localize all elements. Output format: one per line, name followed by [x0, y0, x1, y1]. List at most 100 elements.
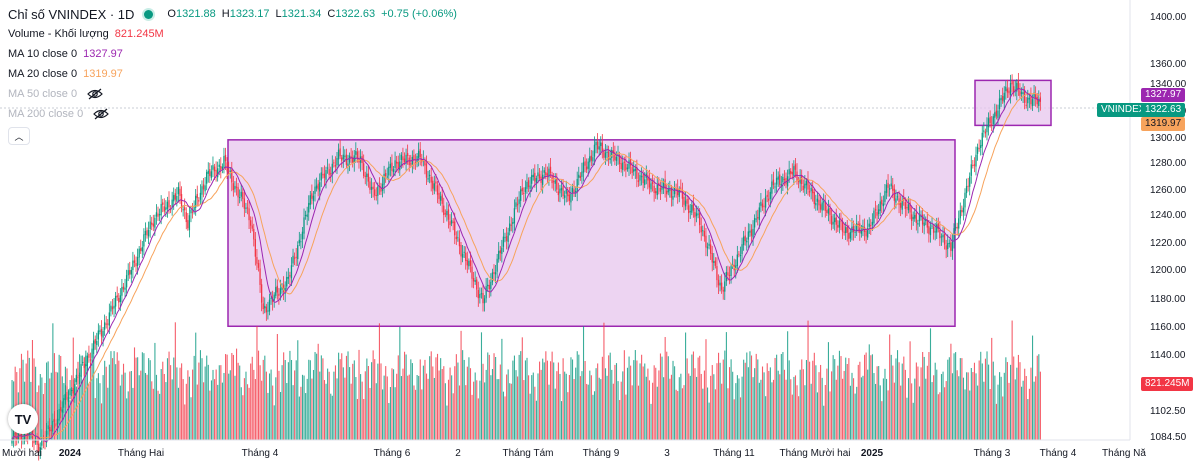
volume-bar	[722, 359, 724, 440]
volume-bar	[807, 320, 809, 440]
candle-body	[612, 150, 614, 153]
volume-bar	[879, 385, 881, 440]
candle-body	[637, 180, 640, 183]
y-tick-label: 1260.00	[1150, 185, 1187, 196]
volume-bar	[884, 368, 886, 440]
legend-ma200-row[interactable]: MA 200 close 0	[8, 104, 457, 124]
candle-body	[559, 188, 561, 194]
volume-bar	[1030, 367, 1032, 440]
candle-body	[235, 186, 238, 188]
legend-ma10-row[interactable]: MA 10 close 0 1327.97	[8, 44, 457, 64]
volume-bar	[856, 386, 858, 440]
tradingview-logo-icon[interactable]: TV	[8, 404, 38, 434]
candle-body	[499, 250, 501, 254]
volume-bar	[524, 360, 526, 440]
volume-label: Volume - Khối lượng	[8, 28, 109, 40]
volume-bar	[994, 375, 996, 440]
range-box-current	[974, 79, 1052, 127]
candle-body	[579, 175, 581, 178]
volume-bar	[399, 326, 401, 440]
volume-bar	[1019, 362, 1021, 440]
volume-bar	[85, 350, 87, 440]
volume-bar	[790, 379, 792, 440]
candle-body	[678, 189, 680, 197]
volume-bar	[944, 387, 946, 440]
symbol-title[interactable]: Chỉ số VNINDEX · 1D	[8, 6, 135, 22]
volume-bar	[623, 350, 625, 440]
volume-bar	[1014, 379, 1016, 440]
volume-bar	[265, 371, 267, 440]
candle-body	[388, 166, 390, 176]
candle-body	[648, 178, 651, 188]
volume-bar	[345, 355, 348, 440]
candle-body	[893, 188, 895, 201]
candle-body	[253, 228, 255, 240]
candle-body	[242, 192, 244, 199]
volume-bar	[469, 368, 472, 440]
candle-body	[923, 222, 925, 227]
candle-body	[928, 226, 930, 234]
volume-bar	[515, 370, 517, 440]
volume-bar	[518, 354, 520, 440]
eye-crossed-icon[interactable]	[87, 88, 103, 100]
volume-bar	[320, 355, 322, 440]
candle-body	[444, 213, 446, 215]
volume-bar	[794, 375, 797, 440]
candle-body	[433, 183, 435, 191]
volume-bar	[371, 362, 373, 440]
candle-body	[611, 149, 613, 158]
candle-body	[23, 430, 26, 440]
candle-body	[1009, 83, 1012, 96]
candle-body	[375, 195, 377, 197]
candle-body	[239, 197, 241, 199]
volume-bar	[44, 382, 46, 440]
ohlc-open-value: 1321.88	[175, 8, 216, 20]
volume-bar	[645, 376, 647, 440]
candle-body	[694, 211, 696, 218]
volume-bar	[462, 350, 464, 440]
candle-body	[565, 189, 567, 194]
candle-body	[859, 223, 861, 233]
candle-body	[804, 183, 806, 189]
volume-bar	[554, 388, 556, 440]
candle-body	[791, 171, 793, 175]
candle-body	[738, 253, 740, 255]
x-tick-label: 2024	[59, 448, 82, 459]
candle-body	[78, 375, 81, 377]
candle-body	[356, 151, 359, 159]
volume-bar	[683, 385, 685, 440]
volume-bar	[477, 398, 479, 440]
volume-bar	[35, 366, 37, 440]
candle-body	[609, 158, 611, 160]
volume-bar	[174, 322, 176, 440]
candle-body	[118, 297, 120, 303]
volume-bar	[1005, 357, 1007, 440]
volume-bar	[575, 367, 577, 440]
legend-ma50-row[interactable]: MA 50 close 0	[8, 84, 457, 104]
candle-body	[724, 281, 726, 292]
volume-bar	[323, 380, 326, 440]
candle-body	[361, 156, 363, 164]
collapse-legend-button[interactable]: ︿	[8, 127, 30, 145]
legend-volume-row[interactable]: Volume - Khối lượng 821.245M	[8, 24, 457, 44]
candle-body	[689, 211, 691, 213]
legend-ma20-row[interactable]: MA 20 close 0 1319.97	[8, 64, 457, 84]
eye-crossed-icon[interactable]	[93, 108, 110, 120]
ma10-price-tag: 1327.97	[1141, 88, 1186, 102]
candle-body	[447, 209, 450, 220]
market-status-icon[interactable]	[144, 9, 154, 19]
y-tick-label: 1400.00	[1150, 12, 1187, 23]
candle-body	[264, 305, 266, 309]
x-tick-label: Tháng 9	[583, 448, 620, 459]
candle-body	[830, 215, 833, 225]
candle-body	[557, 191, 560, 196]
candle-body	[480, 293, 483, 295]
volume-bar	[440, 358, 442, 440]
volume-bar	[882, 378, 884, 440]
candle-body	[47, 425, 49, 430]
candle-body	[962, 207, 965, 213]
ohlc-open-key: O	[167, 8, 176, 20]
volume-bar	[995, 403, 997, 440]
volume-bar	[479, 380, 481, 440]
